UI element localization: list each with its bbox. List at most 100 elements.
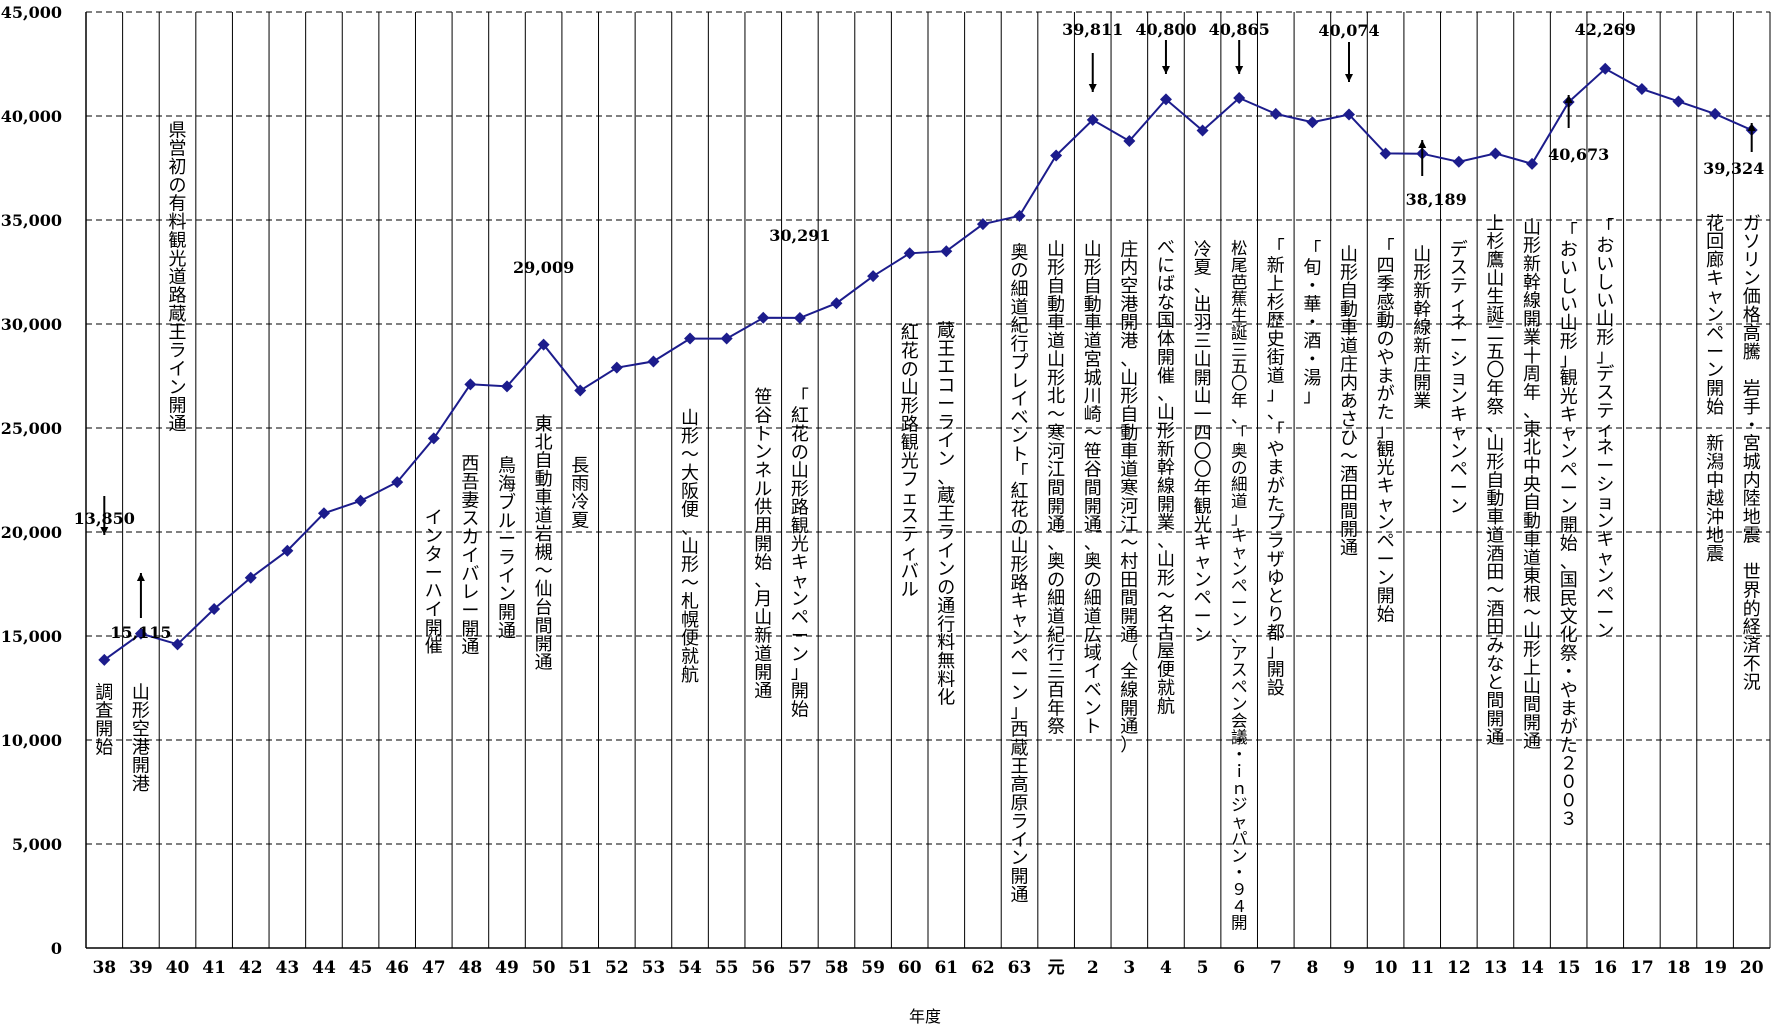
y-tick-label: 40,000	[1, 107, 62, 126]
data-label: 29,009	[513, 258, 574, 277]
data-point	[281, 544, 294, 557]
data-point	[134, 627, 147, 640]
event-annotation: 「四季感動のやまがた」観光キャンペーン開始	[1377, 237, 1395, 625]
data-point	[1599, 62, 1612, 75]
event-annotation: 蔵王エコーライン、蔵王ラインの通行料無料化	[937, 321, 955, 709]
label-arrowhead	[1418, 140, 1427, 148]
event-annotation: 「おいしい山形」観光キャンペーン開始、国民文化祭・やまがた２００３	[1560, 221, 1578, 830]
data-point	[720, 332, 733, 345]
data-label: 40,865	[1209, 20, 1270, 39]
x-tick-label: 51	[568, 958, 592, 978]
data-point	[1123, 134, 1136, 147]
data-point	[1343, 108, 1355, 121]
x-tick-label: 8	[1306, 958, 1318, 978]
data-point	[1306, 116, 1319, 129]
x-tick-label: 43	[276, 958, 300, 978]
y-tick-label: 30,000	[1, 315, 62, 334]
y-tick-label: 10,000	[1, 731, 62, 750]
x-tick-label: 4	[1160, 958, 1172, 978]
label-arrowhead	[1161, 66, 1170, 74]
data-label: 40,800	[1135, 20, 1196, 39]
label-arrowhead	[100, 527, 109, 535]
event-annotation: 山形新幹線開業十周年、東北中央自動車道東根～山形上山間開通	[1523, 217, 1541, 752]
data-point	[1196, 124, 1209, 137]
data-point	[98, 653, 111, 666]
x-tick-label: 48	[459, 958, 483, 978]
x-axis: 38 39 40 41 42 43 44 45 46 47 48 49 50 51 52 53 54 55 56 57…	[92, 958, 1763, 978]
x-tick-label: 42	[239, 958, 263, 978]
data-point	[976, 218, 989, 231]
event-annotation: 紅花の山形路観光フェスティバル	[901, 323, 919, 601]
data-point	[171, 638, 184, 651]
event-annotation: 山形空港開港	[132, 682, 150, 795]
data-label: 42,269	[1575, 20, 1636, 39]
data-point	[464, 378, 477, 391]
x-tick-label: 47	[422, 958, 446, 978]
x-tick-label: 61	[934, 958, 958, 978]
data-point	[1050, 149, 1063, 162]
x-tick-label: 2	[1087, 958, 1099, 978]
event-annotation: 長雨冷夏	[571, 455, 589, 531]
data-point	[391, 476, 404, 489]
data-point	[1013, 209, 1026, 222]
x-tick-label: 15	[1557, 958, 1581, 978]
x-axis-title: 年度	[909, 1007, 941, 1026]
x-tick-label: 20	[1740, 958, 1764, 978]
data-point	[684, 332, 697, 345]
x-tick-label: 50	[532, 958, 556, 978]
series-line	[98, 62, 1758, 666]
x-tick-label: 5	[1197, 958, 1209, 978]
data-point	[647, 355, 660, 368]
data-point	[1086, 113, 1099, 126]
data-point	[501, 380, 513, 393]
x-tick-label: 59	[861, 958, 885, 978]
event-annotation: 山形新幹線新庄開業	[1413, 244, 1431, 412]
y-tick-label: 45,000	[1, 3, 62, 22]
data-point	[317, 507, 330, 520]
x-tick-label: 46	[385, 958, 409, 978]
x-tick-label: 54	[678, 958, 702, 978]
data-point	[537, 338, 550, 351]
data-label: 40,074	[1318, 21, 1379, 40]
event-annotation: 山形自動車道宮城川崎～笹谷間開通、奥の細道広域イベント	[1084, 239, 1102, 737]
x-tick-label: 6	[1233, 958, 1245, 978]
y-tick-label: 5,000	[12, 835, 62, 854]
x-tick-label: 3	[1123, 958, 1135, 978]
y-tick-label: 15,000	[1, 627, 62, 646]
x-tick-label: 12	[1447, 958, 1471, 978]
label-arrowhead	[1345, 74, 1353, 82]
data-point	[940, 245, 953, 258]
chart-grid	[85, 11, 1771, 949]
x-tick-label: 44	[312, 958, 336, 978]
x-tick-label: 56	[751, 958, 775, 978]
x-tick-label: 9	[1343, 958, 1355, 978]
x-tick-label: 49	[495, 958, 519, 978]
data-point	[574, 384, 587, 397]
series-polyline	[103, 67, 1753, 661]
data-point	[1452, 155, 1465, 168]
event-annotation: べにばな国体開催、山形新幹線開業、山形～名古屋便就航	[1157, 237, 1175, 717]
event-annotation: 西吾妻スカイバレー開通	[461, 454, 479, 659]
x-tick-label: 10	[1374, 958, 1398, 978]
data-point	[1379, 147, 1392, 160]
x-tick-label: 53	[642, 958, 666, 978]
x-tick-label: 19	[1703, 958, 1727, 978]
x-tick-label: 7	[1270, 958, 1282, 978]
event-annotation: 冷夏、出羽三山開山一四〇〇年観光キャンペーン	[1194, 239, 1212, 646]
x-tick-label: 55	[715, 958, 739, 978]
data-point	[830, 297, 843, 310]
data-point	[1526, 157, 1539, 170]
data-point	[354, 494, 367, 507]
data-label: 38,189	[1406, 190, 1467, 209]
data-point	[610, 361, 623, 374]
y-tick-label: 35,000	[1, 211, 62, 230]
x-tick-label: 13	[1484, 958, 1508, 978]
event-annotation: 山形自動車道山形北～寒河江間開通、奥の細道紀行三百年祭	[1047, 239, 1065, 737]
y-tick-label: 0	[51, 939, 62, 958]
label-arrowhead	[1088, 84, 1097, 92]
x-tick-label: 39	[129, 958, 153, 978]
data-point	[867, 270, 880, 283]
